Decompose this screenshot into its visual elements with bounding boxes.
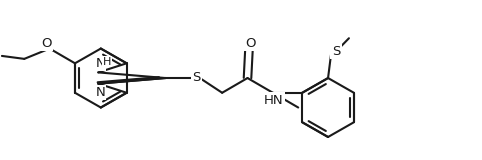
Text: N: N	[95, 57, 105, 70]
Text: HN: HN	[264, 94, 284, 107]
Text: H: H	[103, 57, 111, 67]
Text: S: S	[332, 45, 340, 58]
Text: S: S	[193, 71, 201, 84]
Text: N: N	[95, 86, 105, 99]
Text: O: O	[41, 37, 52, 50]
Text: O: O	[245, 37, 255, 50]
